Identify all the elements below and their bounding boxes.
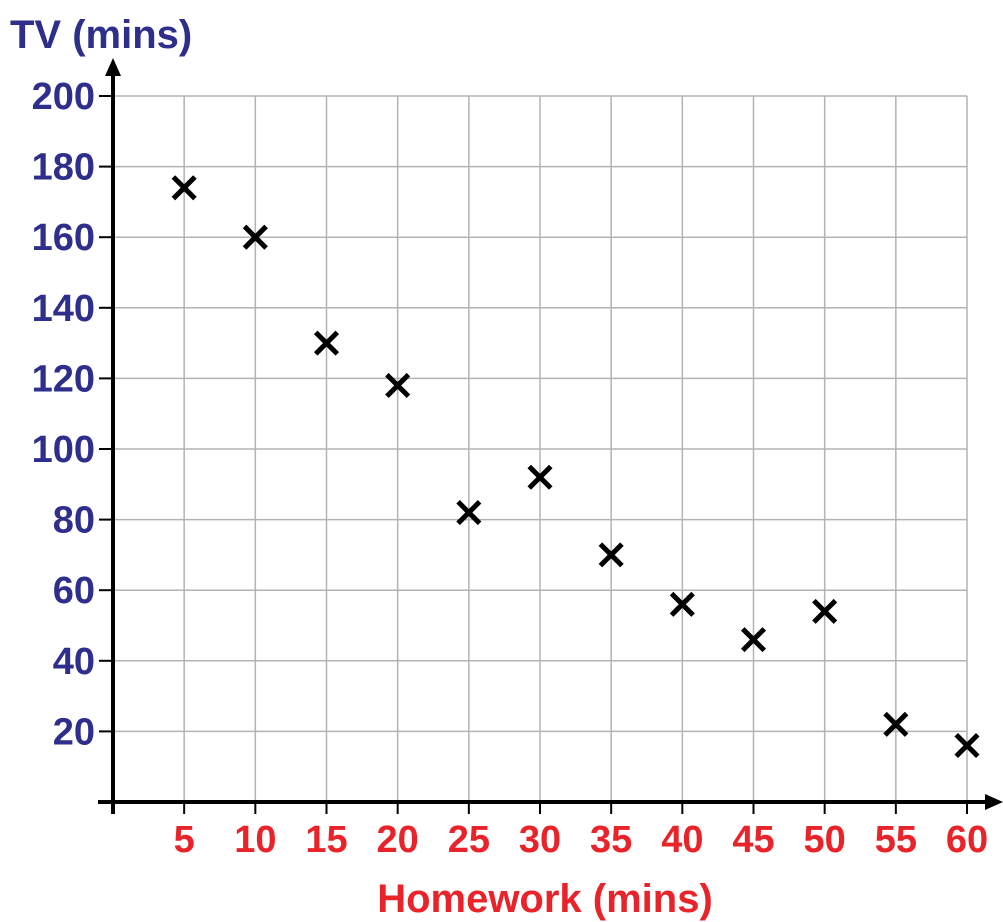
- grid: [113, 95, 968, 802]
- y-tick-label: 60: [53, 570, 95, 612]
- data-point: [954, 732, 980, 759]
- axes: [98, 58, 1003, 814]
- x-tick-label: 50: [804, 819, 846, 861]
- data-point: [669, 591, 695, 617]
- x-tick-label: 20: [377, 819, 419, 861]
- data-point: [812, 598, 838, 624]
- x-axis-title: Homework (mins): [377, 877, 713, 921]
- x-tick-label: 25: [448, 819, 490, 861]
- data-point: [456, 500, 482, 526]
- y-tick-label: 100: [32, 429, 95, 471]
- data-point: [313, 330, 340, 356]
- x-tick-label: 40: [661, 819, 703, 861]
- data-point: [171, 175, 197, 201]
- x-tick-label: 30: [519, 819, 561, 861]
- x-tick-label: 45: [732, 819, 774, 861]
- y-tick-label: 140: [32, 288, 95, 330]
- y-tick-label: 200: [32, 76, 95, 118]
- y-tick-label: 180: [32, 147, 95, 189]
- x-tick-label: 15: [305, 819, 347, 861]
- y-tick-label: 120: [32, 358, 95, 400]
- y-tick-label: 160: [32, 217, 95, 259]
- x-tick-label: 55: [875, 819, 917, 861]
- x-tick-label: 60: [946, 819, 988, 861]
- data-point: [385, 372, 411, 398]
- x-tick-label: 10: [234, 819, 276, 861]
- x-tick-label: 35: [590, 819, 632, 861]
- y-tick-label: 80: [53, 500, 95, 542]
- x-axis-arrow: [985, 794, 1003, 810]
- y-tick-label: 40: [53, 641, 95, 683]
- data-points: [171, 175, 980, 759]
- y-tick-labels: 20 40 60 80 100 120 140 160 180 200: [32, 76, 95, 753]
- data-point: [598, 542, 624, 568]
- y-axis-title: TV (mins): [10, 13, 192, 57]
- x-tick-labels: 5 10 15 20 25 30 35 40 45 50 55 60: [174, 819, 989, 861]
- x-tick-label: 5: [174, 819, 195, 861]
- y-axis-arrow: [105, 58, 121, 76]
- data-point: [883, 711, 909, 737]
- data-point: [527, 464, 553, 490]
- y-tick-label: 20: [53, 711, 95, 753]
- data-point: [242, 224, 268, 250]
- data-point: [740, 627, 767, 653]
